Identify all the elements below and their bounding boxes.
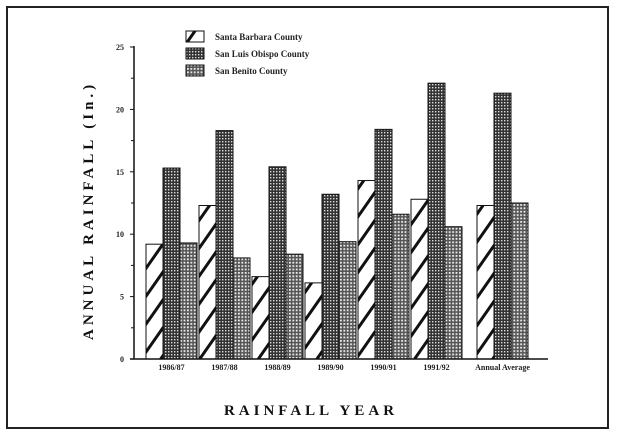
bar-santa-barbara-county [357, 180, 376, 360]
x-tick-label: 1989/90 [317, 363, 343, 372]
bar-san-benito-county [179, 242, 198, 360]
bar-san-benito-county [444, 226, 463, 360]
x-tick-label: Annual Average [475, 363, 530, 372]
y-tick-label: 5 [120, 293, 124, 302]
bar-santa-barbara-county [476, 204, 495, 360]
bar-san-benito-county [285, 253, 304, 360]
y-tick-label: 15 [116, 168, 124, 177]
y-tick-label: 0 [120, 355, 124, 364]
x-tick-label: 1988/89 [264, 363, 290, 372]
legend-label: Santa Barbara County [215, 32, 303, 42]
legend-swatch [185, 30, 205, 43]
y-axis-label: ANNUAL RAINFALL (In.) [81, 81, 97, 340]
x-tick-label: 1991/92 [423, 363, 449, 372]
bar-san-luis-obispo-county [427, 82, 446, 360]
bar-santa-barbara-county [145, 243, 164, 360]
bar-san-benito-county [338, 241, 357, 360]
x-tick-label: 1987/88 [211, 363, 237, 372]
chart-frame [6, 6, 609, 429]
y-tick-label: 25 [116, 43, 124, 52]
x-tick-label: 1990/91 [370, 363, 396, 372]
bar-santa-barbara-county [198, 204, 217, 360]
bar-san-benito-county [510, 202, 529, 360]
bar-san-luis-obispo-county [321, 193, 340, 360]
bar-san-luis-obispo-county [215, 130, 234, 360]
bar-santa-barbara-county [410, 198, 429, 360]
x-tick-label: 1986/87 [158, 363, 184, 372]
bar-santa-barbara-county [251, 276, 270, 360]
legend-swatch [185, 64, 205, 77]
bar-san-benito-county [391, 213, 410, 360]
legend-label: San Luis Obispo County [215, 49, 310, 59]
bar-san-luis-obispo-county [493, 92, 512, 360]
legend-swatch [185, 47, 205, 60]
bar-san-luis-obispo-county [162, 167, 181, 360]
bar-santa-barbara-county [304, 282, 323, 360]
legend: Santa Barbara County San Luis Obispo Coun… [185, 30, 310, 77]
legend-label: San Benito County [215, 66, 288, 76]
bar-san-luis-obispo-county [268, 166, 287, 360]
bar-san-benito-county [232, 257, 251, 360]
y-tick-label: 10 [116, 230, 124, 239]
y-tick-label: 20 [116, 105, 124, 114]
x-axis-label: RAINFALL YEAR [224, 403, 398, 419]
bar-san-luis-obispo-county [374, 128, 393, 360]
